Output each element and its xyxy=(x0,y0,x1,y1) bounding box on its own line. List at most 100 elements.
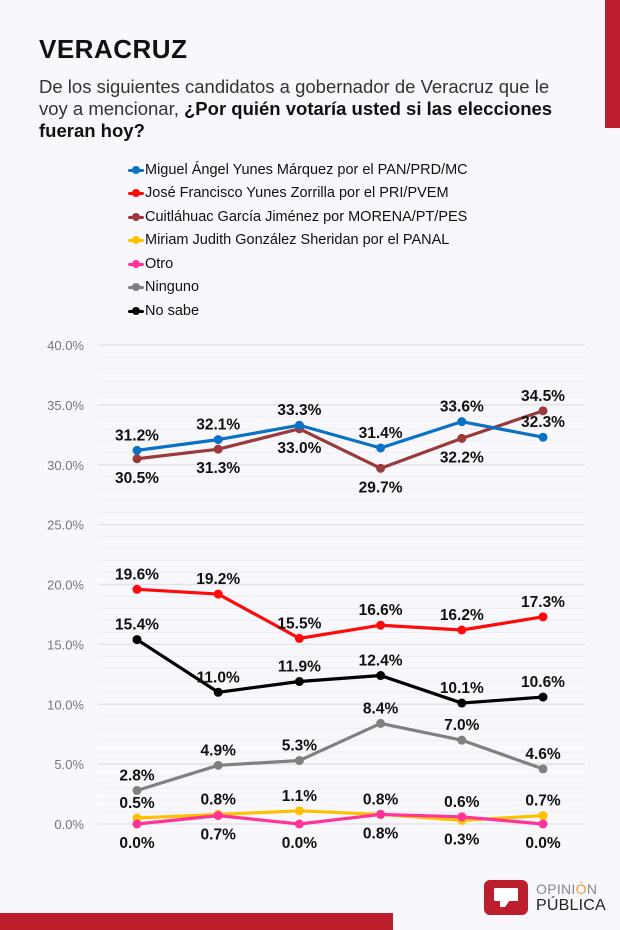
data-label: 5.3% xyxy=(282,738,318,755)
data-label: 33.0% xyxy=(277,440,321,457)
data-label: 11.0% xyxy=(197,669,240,686)
legend-label: Cuitláhuac García Jiménez por MORENA/PT/… xyxy=(145,208,468,225)
data-point xyxy=(132,819,142,829)
legend-marker-icon xyxy=(128,259,144,269)
opinion-publica-logo: OPINIÓN PÚBLICA xyxy=(484,880,606,916)
data-label: 32.2% xyxy=(440,449,484,466)
data-point xyxy=(376,809,386,819)
data-point xyxy=(376,671,386,681)
legend-item: José Francisco Yunes Zorrilla por el PRI… xyxy=(128,182,468,206)
data-label: 31.3% xyxy=(196,460,240,477)
series-line xyxy=(135,587,545,640)
data-label: 0.6% xyxy=(444,794,480,811)
data-label: 0.0% xyxy=(525,835,561,852)
legend-label: Otro xyxy=(145,255,174,272)
speech-bubble-icon xyxy=(484,880,528,915)
page-title: VERACRUZ xyxy=(39,34,188,64)
data-label: 0.8% xyxy=(363,791,399,808)
y-tick-label: 15.0% xyxy=(47,637,84,652)
data-label: 0.7% xyxy=(525,793,561,810)
y-tick-label: 40.0% xyxy=(47,338,84,353)
data-label: 0.7% xyxy=(201,827,237,844)
data-point xyxy=(457,698,467,708)
data-point xyxy=(376,463,386,473)
data-label: 16.2% xyxy=(440,607,484,624)
data-point xyxy=(376,718,386,728)
legend-label: José Francisco Yunes Zorrilla por el PRI… xyxy=(145,185,449,202)
data-point xyxy=(132,445,142,455)
legend-item: Ninguno xyxy=(128,276,468,300)
data-point xyxy=(457,735,467,745)
y-tick-label: 10.0% xyxy=(47,697,84,712)
y-tick-label: 35.0% xyxy=(47,398,84,413)
chart-legend: Miguel Ángel Yunes Márquez por el PAN/PR… xyxy=(128,158,468,323)
series-line xyxy=(135,812,545,826)
data-point xyxy=(132,584,142,594)
y-tick-label: 0.0% xyxy=(54,817,84,832)
data-point xyxy=(376,620,386,630)
data-label: 15.4% xyxy=(115,617,159,634)
data-label: 34.5% xyxy=(521,388,565,405)
data-label: 7.0% xyxy=(444,717,480,734)
data-point xyxy=(213,435,223,445)
data-label: 30.5% xyxy=(115,470,159,487)
survey-question: De los siguientes candidatos a gobernado… xyxy=(39,76,559,142)
data-label: 0.3% xyxy=(444,831,480,848)
data-point xyxy=(294,806,304,816)
legend-item: Cuitláhuac García Jiménez por MORENA/PT/… xyxy=(128,205,468,229)
y-tick-label: 25.0% xyxy=(47,518,84,533)
data-label: 17.3% xyxy=(521,594,565,611)
data-label: 31.4% xyxy=(359,425,403,442)
data-point xyxy=(457,812,467,822)
series-line xyxy=(135,721,545,793)
legend-marker-icon xyxy=(128,282,144,292)
data-point xyxy=(213,687,223,697)
legend-marker-icon xyxy=(128,235,144,245)
logo-text-publica: PÚBLICA xyxy=(536,897,606,914)
data-point xyxy=(294,420,304,430)
data-point xyxy=(294,756,304,766)
legend-item: Miriam Judith González Sheridan por el P… xyxy=(128,229,468,253)
data-label: 4.6% xyxy=(525,746,561,763)
data-label: 0.5% xyxy=(119,795,155,812)
data-point xyxy=(294,676,304,686)
data-label: 2.8% xyxy=(119,767,155,784)
legend-marker-icon xyxy=(128,212,144,222)
data-label: 15.5% xyxy=(277,615,321,632)
legend-marker-icon xyxy=(128,165,144,175)
data-point xyxy=(132,635,142,645)
data-point xyxy=(538,819,548,829)
data-label: 4.9% xyxy=(201,742,237,759)
data-point xyxy=(538,764,548,774)
data-label: 32.1% xyxy=(196,417,240,434)
data-label: 12.4% xyxy=(359,653,403,670)
question-emphasis: ¿Por quién votaría usted si las eleccion… xyxy=(39,98,553,141)
data-point xyxy=(294,633,304,643)
data-point xyxy=(132,454,142,464)
legend-item: No sabe xyxy=(128,299,468,323)
data-label: 31.2% xyxy=(115,427,159,444)
accent-bar-top xyxy=(605,0,620,128)
data-point xyxy=(294,819,304,829)
line-chart: 0.0% 5.0% 10.0% 15.0% 20.0% 25.0% 30.0% 35.0% 40… xyxy=(47,338,585,852)
legend-marker-icon xyxy=(128,188,144,198)
series-line xyxy=(135,409,545,470)
data-label: 33.3% xyxy=(277,402,321,419)
data-label: 11.9% xyxy=(278,658,321,675)
logo-text-opinion: OPINIÓN xyxy=(536,881,598,897)
data-label: 19.2% xyxy=(196,571,240,588)
legend-item: Miguel Ángel Yunes Márquez por el PAN/PR… xyxy=(128,158,468,182)
legend-label: Ninguno xyxy=(145,279,200,296)
data-label: 10.6% xyxy=(521,674,565,691)
data-label: 0.0% xyxy=(119,835,155,852)
data-point xyxy=(213,811,223,821)
data-point xyxy=(538,612,548,622)
accent-bar-bottom xyxy=(0,913,393,930)
data-label: 0.8% xyxy=(363,825,399,842)
data-label: 8.4% xyxy=(363,700,399,717)
legend-label: Miriam Judith González Sheridan por el P… xyxy=(145,232,450,249)
data-label: 0.8% xyxy=(201,791,237,808)
legend-item: Otro xyxy=(128,252,468,276)
data-point xyxy=(213,444,223,454)
data-label: 33.6% xyxy=(440,399,484,416)
